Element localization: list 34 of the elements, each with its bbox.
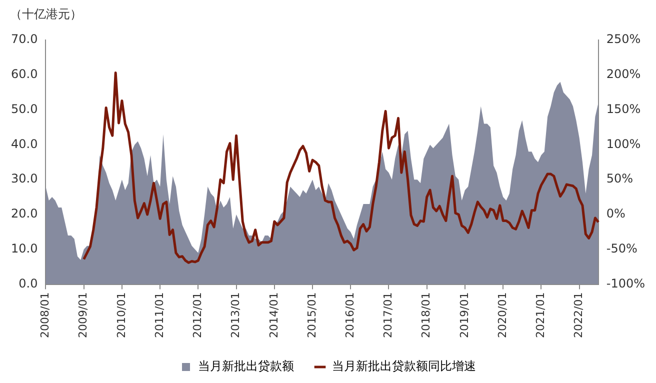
x-tick-label: 2008/01 bbox=[38, 292, 52, 338]
x-tick-label: 2015/01 bbox=[305, 292, 318, 338]
y2-tick-label: 100% bbox=[606, 136, 641, 151]
x-tick-label: 2019/01 bbox=[458, 292, 471, 338]
y-tick-label: 10.0 bbox=[11, 242, 38, 256]
x-tick-label: 2010/01 bbox=[114, 292, 128, 338]
x-tick-label: 2018/01 bbox=[420, 292, 433, 338]
x-tick-label: 2011/01 bbox=[152, 292, 166, 338]
x-tick-label: 2013/01 bbox=[229, 292, 242, 338]
x-tick-label: 2021/01 bbox=[534, 292, 548, 338]
y-tick-label: 30.0 bbox=[11, 172, 38, 186]
y2-tick-label: 150% bbox=[606, 102, 641, 116]
y2-tick-label: -50% bbox=[606, 242, 638, 256]
y-tick-label: 50.0 bbox=[11, 102, 38, 116]
x-tick-label: 2012/01 bbox=[191, 292, 204, 338]
y2-tick-label: -100% bbox=[606, 276, 646, 290]
y-tick-label: 0.0 bbox=[18, 276, 38, 290]
legend-label: 当月新批出贷款额 bbox=[198, 359, 294, 374]
y2-tick-label: 50% bbox=[606, 172, 634, 186]
x-tick-label: 2022/01 bbox=[572, 292, 586, 338]
y-tick-label: 60.0 bbox=[11, 67, 38, 82]
x-tick-label: 2017/01 bbox=[382, 292, 395, 338]
x-tick-label: 2016/01 bbox=[343, 292, 356, 338]
x-tick-label: 2020/01 bbox=[496, 292, 509, 338]
y2-tick-label: 0% bbox=[606, 206, 626, 221]
y2-tick-label: 200% bbox=[606, 67, 641, 82]
y2-tick-label: 250% bbox=[606, 32, 641, 46]
y-tick-label: 70.0 bbox=[11, 32, 38, 46]
legend-label: 当月新批出贷款额同比增速 bbox=[332, 359, 476, 374]
y-tick-label: 40.0 bbox=[11, 136, 38, 151]
x-tick-label: 2014/01 bbox=[267, 292, 280, 338]
y-tick-label: 20.0 bbox=[11, 206, 38, 221]
y-axis-title: （十亿港元） bbox=[10, 6, 82, 23]
x-tick-label: 2009/01 bbox=[76, 292, 90, 338]
